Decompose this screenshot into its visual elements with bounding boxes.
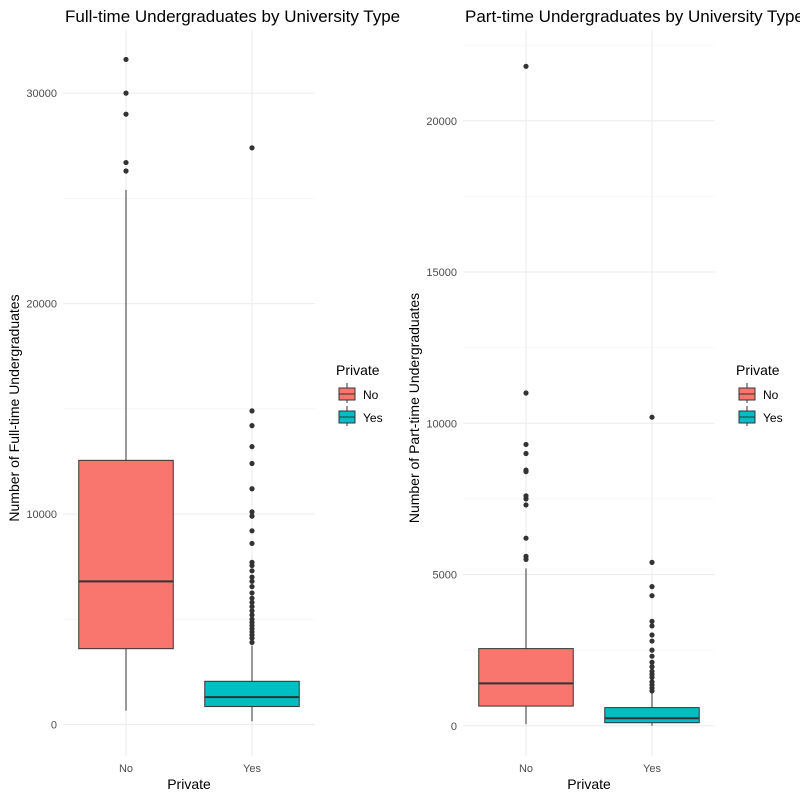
outlier-point bbox=[249, 408, 255, 414]
box-body bbox=[478, 648, 574, 707]
outlier-point bbox=[249, 578, 255, 584]
y-tick-label: 0 bbox=[451, 721, 457, 733]
y-axis-title: Number of Full-time Undergraduates bbox=[6, 294, 22, 521]
outlier-point bbox=[123, 111, 129, 117]
chart-panel-2: 0 5000 10000 15000 20000 No Yes Part-time Under… bbox=[406, 7, 800, 792]
box-yes bbox=[204, 145, 300, 722]
box-body bbox=[78, 459, 174, 650]
y-tick-label: 10000 bbox=[426, 418, 457, 430]
outlier-point bbox=[249, 616, 255, 622]
legend-key-yes bbox=[338, 406, 356, 426]
outlier-point bbox=[649, 584, 655, 590]
outlier-point bbox=[249, 145, 255, 151]
box-no bbox=[78, 56, 174, 711]
outlier-point bbox=[249, 423, 255, 429]
box-yes bbox=[604, 414, 700, 726]
legend-label: Yes bbox=[763, 411, 783, 425]
outlier-point bbox=[249, 599, 255, 605]
outlier-point bbox=[249, 513, 255, 519]
outlier-point bbox=[523, 450, 529, 457]
legend-label: No bbox=[363, 388, 379, 402]
x-tick-label: No bbox=[519, 763, 533, 775]
y-tick-label: 20000 bbox=[26, 299, 57, 311]
outlier-point bbox=[649, 414, 655, 420]
chart-panel-1: 0 10000 20000 30000 No Yes Full-time Undergrad… bbox=[6, 7, 400, 792]
outlier-point bbox=[123, 168, 129, 174]
outlier-point bbox=[123, 90, 129, 96]
outlier-point bbox=[249, 509, 255, 515]
outlier-point bbox=[249, 612, 255, 618]
outlier-point bbox=[249, 590, 255, 596]
x-axis-title: Private bbox=[167, 776, 211, 792]
outlier-point bbox=[523, 467, 529, 473]
chart-title: Full-time Undergraduates by University T… bbox=[65, 7, 400, 26]
x-tick-label: No bbox=[119, 763, 133, 775]
legend: Private No Yes bbox=[336, 362, 383, 426]
outlier-point bbox=[523, 535, 529, 541]
outlier-point bbox=[649, 659, 655, 665]
y-tick-label: 30000 bbox=[26, 88, 57, 100]
outlier-point bbox=[249, 460, 255, 467]
y-tick-label: 0 bbox=[51, 719, 57, 731]
outlier-point bbox=[123, 56, 129, 63]
outlier-point bbox=[649, 593, 655, 599]
outlier-point bbox=[523, 502, 529, 508]
outlier-point bbox=[649, 664, 655, 670]
gridlines bbox=[463, 30, 715, 756]
legend-title: Private bbox=[736, 362, 780, 378]
legend-key-no bbox=[338, 383, 356, 403]
y-tick-label: 15000 bbox=[426, 267, 457, 279]
outlier-point bbox=[249, 568, 255, 574]
outlier-point bbox=[649, 638, 655, 644]
outlier-point bbox=[249, 540, 255, 547]
y-tick-label: 5000 bbox=[433, 570, 457, 582]
x-tick-label: Yes bbox=[243, 763, 261, 775]
y-axis-title: Number of Part-time Undergraduates bbox=[406, 293, 422, 523]
outlier-point bbox=[523, 63, 529, 69]
outlier-point bbox=[649, 668, 655, 674]
outlier-point bbox=[249, 559, 255, 566]
outlier-point bbox=[249, 608, 255, 614]
outlier-point bbox=[249, 486, 255, 492]
outlier-point bbox=[649, 623, 655, 629]
outlier-point bbox=[649, 559, 655, 566]
box-body bbox=[204, 680, 300, 708]
box-no bbox=[478, 63, 574, 725]
x-axis-title: Private bbox=[567, 776, 611, 792]
legend-title: Private bbox=[336, 362, 380, 378]
outlier-point bbox=[649, 647, 655, 653]
outlier-point bbox=[523, 493, 529, 499]
legend: Private No Yes bbox=[736, 362, 783, 426]
x-tick-label: Yes bbox=[643, 763, 661, 775]
legend-key-yes bbox=[738, 406, 756, 426]
outlier-point bbox=[123, 159, 129, 166]
outlier-point bbox=[249, 639, 255, 645]
outlier-point bbox=[249, 528, 255, 534]
outlier-point bbox=[249, 584, 255, 590]
outlier-point bbox=[249, 595, 255, 601]
y-tick-label: 20000 bbox=[426, 116, 457, 128]
outlier-point bbox=[649, 632, 655, 638]
legend-label: Yes bbox=[363, 411, 383, 425]
outlier-point bbox=[249, 444, 255, 450]
legend-key-no bbox=[738, 383, 756, 403]
outlier-point bbox=[649, 618, 655, 624]
box-body bbox=[604, 707, 700, 724]
outlier-point bbox=[523, 441, 529, 448]
outlier-point bbox=[249, 603, 255, 610]
outlier-point bbox=[649, 653, 655, 659]
outlier-point bbox=[649, 679, 655, 685]
outlier-point bbox=[523, 390, 529, 396]
outlier-point bbox=[249, 574, 255, 580]
chart-title: Part-time Undergraduates by University T… bbox=[465, 7, 800, 26]
outlier-point bbox=[523, 553, 529, 559]
legend-label: No bbox=[763, 388, 779, 402]
y-tick-label: 10000 bbox=[26, 509, 57, 521]
